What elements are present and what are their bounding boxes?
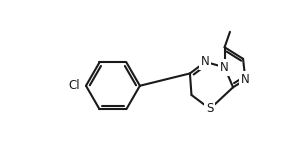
Text: N: N: [201, 55, 210, 68]
Text: S: S: [206, 102, 214, 115]
Text: N: N: [241, 73, 250, 86]
Text: Cl: Cl: [68, 79, 80, 92]
Text: N: N: [220, 61, 229, 74]
